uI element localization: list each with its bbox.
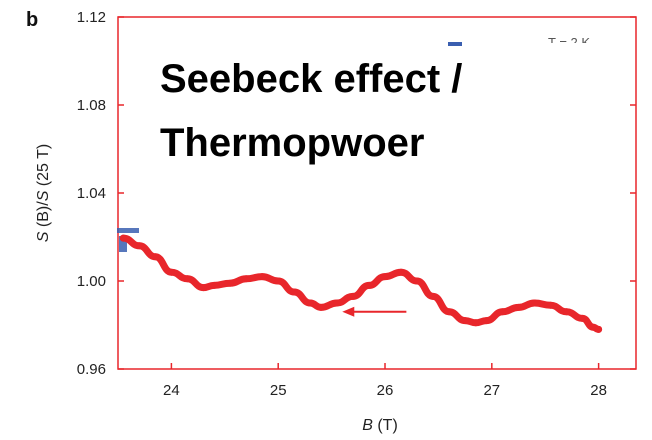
data-point: [258, 273, 266, 281]
data-point: [531, 299, 539, 307]
y-tick-label: 1.12: [77, 9, 106, 26]
data-point: [381, 273, 389, 281]
y-axis-ticks: 0.96 1.00 1.04 1.08 1.12: [77, 9, 636, 378]
y-axis-label-mid: (B)/: [35, 201, 52, 232]
data-point: [579, 314, 587, 322]
data-point: [306, 299, 314, 307]
y-tick-label: 1.08: [77, 97, 106, 114]
partial-legend: T = 2 K: [448, 35, 590, 50]
data-point: [183, 275, 191, 283]
overlay-title-line2: Thermopwoer: [160, 121, 424, 165]
y-axis-label-symbol-2: S: [35, 190, 52, 201]
x-axis-label-unit: (T): [373, 417, 398, 434]
series-layer: [119, 234, 603, 333]
y-tick-label: 0.96: [77, 361, 106, 378]
data-point: [167, 268, 175, 276]
blue-mark: [117, 228, 139, 233]
data-point: [226, 279, 234, 287]
arrow-head: [342, 306, 355, 317]
data-point: [135, 242, 143, 250]
annotation-layer: [342, 306, 407, 317]
x-axis-label-symbol: B: [362, 417, 373, 434]
data-point: [119, 234, 127, 242]
y-axis-label-end: (25 T): [35, 144, 52, 191]
legend-blue-mark: [448, 42, 462, 46]
data-point: [482, 317, 490, 325]
data-point: [210, 281, 218, 289]
overlay-title-line1: Seebeck effect /: [160, 57, 462, 101]
data-point: [199, 284, 207, 292]
data-point: [242, 275, 250, 283]
x-tick-label: 27: [483, 382, 500, 399]
data-point: [429, 292, 437, 300]
data-point: [413, 277, 421, 285]
data-point: [589, 323, 597, 331]
data-point: [563, 308, 571, 316]
data-point: [498, 308, 506, 316]
blue-mark: [119, 236, 127, 252]
data-point: [547, 301, 555, 309]
data-point: [333, 299, 341, 307]
y-tick-label: 1.00: [77, 273, 106, 290]
data-point: [445, 308, 453, 316]
data-point: [317, 303, 325, 311]
series-line: [119, 234, 603, 333]
y-tick-label: 1.04: [77, 185, 106, 202]
y-axis-label: S (B)/S (25 T): [35, 144, 52, 242]
data-point: [595, 325, 603, 333]
x-tick-label: 28: [590, 382, 607, 399]
x-tick-label: 26: [377, 382, 394, 399]
y-axis-label-symbol-1: S: [35, 231, 52, 242]
x-axis-ticks: 24 25 26 27 28: [163, 363, 607, 399]
data-point: [151, 253, 159, 261]
data-point: [274, 277, 282, 285]
x-tick-label: 25: [270, 382, 287, 399]
data-point: [365, 281, 373, 289]
blue-start-marks: [117, 228, 139, 252]
x-tick-label: 24: [163, 382, 180, 399]
data-point: [472, 319, 480, 327]
x-axis-label: B (T): [362, 417, 398, 434]
data-point: [461, 317, 469, 325]
data-point: [290, 288, 298, 296]
data-point: [515, 303, 523, 311]
partial-legend-text: T = 2 K: [548, 35, 590, 50]
data-point: [397, 268, 405, 276]
panel-letter: b: [26, 9, 38, 31]
data-point: [349, 292, 357, 300]
